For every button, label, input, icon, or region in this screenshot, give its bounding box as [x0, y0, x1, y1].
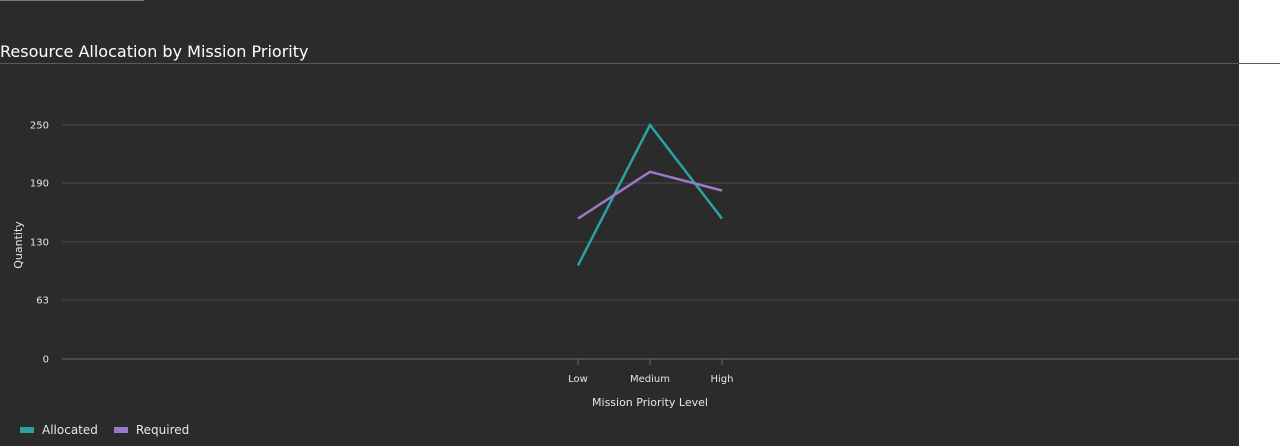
top-accent-line — [0, 0, 144, 1]
y-axis-label: Quantity — [12, 221, 25, 269]
line-chart: 0 63 130 190 250 Low Medium High Quantity Miss… — [12, 121, 1239, 409]
y-tick-label: 63 — [36, 296, 49, 307]
gridlines — [62, 124, 1239, 360]
y-axis-ticks: 0 63 130 190 250 — [30, 121, 49, 366]
legend-swatch-allocated — [20, 427, 34, 433]
x-tick-label: Low — [568, 374, 588, 385]
x-axis-ticks: Low Medium High — [568, 359, 733, 385]
legend-label-allocated: Allocated — [42, 423, 98, 437]
x-tick-label: Medium — [630, 374, 670, 385]
legend-label-required: Required — [135, 423, 190, 437]
x-axis-label: Mission Priority Level — [592, 396, 708, 409]
series-lines — [576, 122, 723, 266]
legend-swatch-required — [113, 427, 128, 433]
chart-panel — [0, 0, 1239, 446]
x-tick-label: High — [711, 374, 734, 385]
legend: Allocated Required — [20, 423, 189, 437]
series-line-allocated[interactable] — [576, 122, 723, 266]
y-tick-label: 190 — [30, 179, 49, 190]
y-tick-label: 130 — [30, 238, 49, 249]
legend-item-required[interactable]: Required — [113, 423, 190, 437]
y-tick-label: 0 — [43, 355, 49, 366]
title-divider — [0, 63, 1280, 64]
series-line-required[interactable] — [577, 170, 723, 220]
legend-item-allocated[interactable]: Allocated — [20, 423, 98, 437]
y-tick-label: 250 — [30, 121, 49, 132]
chart-title: Resource Allocation by Mission Priority — [0, 42, 309, 61]
